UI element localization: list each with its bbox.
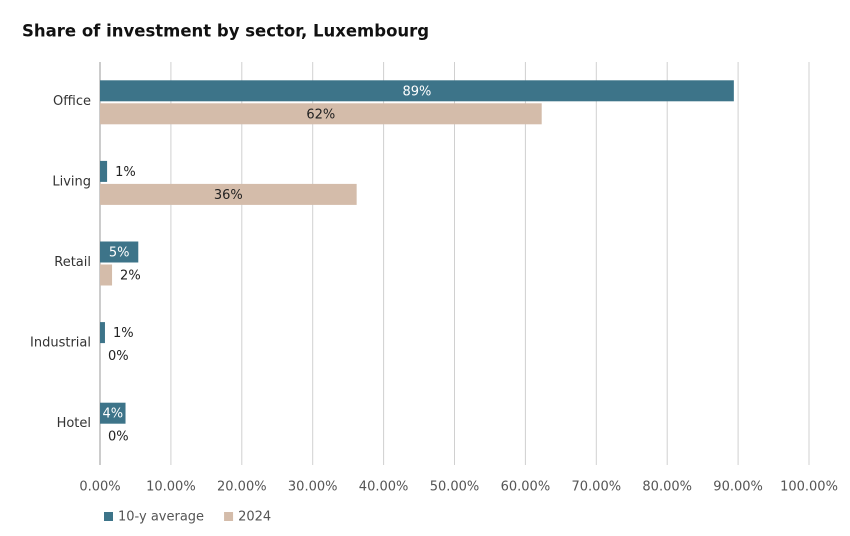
y-tick-label: Living: [52, 174, 91, 189]
chart-title: Share of investment by sector, Luxembour…: [22, 22, 429, 41]
bar: [100, 241, 139, 263]
value-label: 1%: [115, 165, 136, 180]
legend-swatch: [224, 512, 234, 521]
bar: [100, 264, 113, 286]
bar: [100, 402, 126, 424]
value-label: 2%: [120, 269, 141, 284]
x-tick-label: 10.00%: [146, 480, 196, 495]
x-tick-label: 80.00%: [642, 480, 692, 495]
legend-label: 10-y average: [118, 510, 204, 525]
value-label: 36%: [214, 188, 243, 203]
x-tick-label: 50.00%: [430, 480, 480, 495]
x-tick-label: 0.00%: [79, 480, 120, 495]
x-tick-label: 30.00%: [288, 480, 338, 495]
x-tick-label: 20.00%: [217, 480, 267, 495]
value-label: 89%: [402, 84, 431, 99]
x-tick-label: 60.00%: [501, 480, 551, 495]
value-label: 1%: [113, 326, 134, 341]
y-tick-label: Industrial: [30, 336, 91, 351]
bar: [100, 103, 542, 125]
value-label: 4%: [102, 407, 123, 422]
bar: [100, 80, 734, 102]
y-tick-label: Hotel: [57, 416, 91, 431]
value-label: 0%: [108, 349, 129, 364]
legend-swatch: [104, 512, 113, 521]
bar: [100, 160, 108, 182]
value-label: 62%: [306, 107, 335, 122]
x-tick-label: 100.00%: [780, 480, 838, 495]
y-tick-label: Office: [53, 94, 91, 109]
legend-label: 2024: [238, 510, 271, 525]
value-label: 0%: [108, 430, 129, 445]
bar: [100, 183, 357, 205]
x-tick-label: 70.00%: [572, 480, 622, 495]
x-tick-label: 90.00%: [713, 480, 763, 495]
value-label: 5%: [109, 246, 130, 261]
y-tick-label: Retail: [54, 255, 91, 270]
bar: [100, 322, 105, 344]
x-tick-label: 40.00%: [359, 480, 409, 495]
